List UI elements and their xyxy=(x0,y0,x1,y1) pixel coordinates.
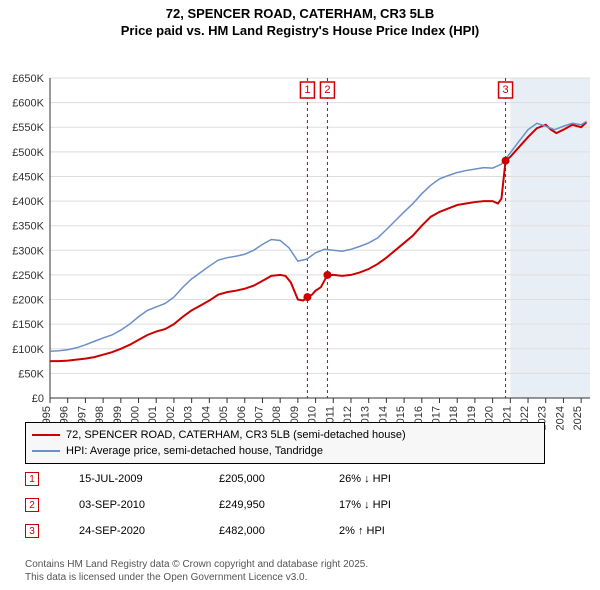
svg-text:£0: £0 xyxy=(32,393,44,405)
svg-text:£100K: £100K xyxy=(12,344,44,356)
svg-text:£50K: £50K xyxy=(18,368,44,380)
chart-svg: £0 £50K £100K £150K £200K £250K £300K £350K £400… xyxy=(0,38,600,448)
legend-item: 72, SPENCER ROAD, CATERHAM, CR3 5LB (sem… xyxy=(32,427,538,443)
chart-area: £0 £50K £100K £150K £200K £250K £300K £350K £400… xyxy=(0,38,600,408)
event-badge: 3 xyxy=(25,524,39,538)
legend-label: 72, SPENCER ROAD, CATERHAM, CR3 5LB (sem… xyxy=(66,429,406,441)
svg-text:1: 1 xyxy=(304,84,310,96)
footer-line1: Contains HM Land Registry data © Crown c… xyxy=(25,559,368,572)
event-diff: 26% ↓ HPI xyxy=(339,473,459,485)
legend-label: HPI: Average price, semi-detached house,… xyxy=(66,445,323,457)
svg-text:2: 2 xyxy=(324,84,330,96)
svg-text:£150K: £150K xyxy=(12,319,44,331)
event-badge: 2 xyxy=(25,498,39,512)
event-row: 2 03-SEP-2010£249,95017% ↓ HPI xyxy=(25,492,545,518)
legend-item: HPI: Average price, semi-detached house,… xyxy=(32,443,538,459)
svg-text:£500K: £500K xyxy=(12,147,44,159)
footer-attribution: Contains HM Land Registry data © Crown c… xyxy=(25,559,368,584)
event-row: 1 15-JUL-2009£205,00026% ↓ HPI xyxy=(25,466,545,492)
chart-title-block: 72, SPENCER ROAD, CATERHAM, CR3 5LB Pric… xyxy=(0,0,600,38)
svg-text:£350K: £350K xyxy=(12,221,44,233)
title-line1: 72, SPENCER ROAD, CATERHAM, CR3 5LB xyxy=(0,6,600,21)
event-date: 03-SEP-2010 xyxy=(79,499,219,511)
svg-text:£200K: £200K xyxy=(12,295,44,307)
events-table: 1 15-JUL-2009£205,00026% ↓ HPI 2 03-SEP-201… xyxy=(25,466,545,544)
event-date: 24-SEP-2020 xyxy=(79,525,219,537)
event-badge: 1 xyxy=(25,472,39,486)
svg-text:£250K: £250K xyxy=(12,270,44,282)
svg-text:2025: 2025 xyxy=(572,406,584,430)
event-diff: 2% ↑ HPI xyxy=(339,525,459,537)
event-date: 15-JUL-2009 xyxy=(79,473,219,485)
svg-text:3: 3 xyxy=(502,84,508,96)
svg-text:£650K: £650K xyxy=(12,73,44,85)
svg-text:£450K: £450K xyxy=(12,171,44,183)
title-line2: Price paid vs. HM Land Registry's House … xyxy=(0,23,600,38)
legend: 72, SPENCER ROAD, CATERHAM, CR3 5LB (sem… xyxy=(25,422,545,464)
event-row: 3 24-SEP-2020£482,0002% ↑ HPI xyxy=(25,518,545,544)
legend-swatch xyxy=(32,434,60,436)
svg-text:£600K: £600K xyxy=(12,98,44,110)
event-price: £249,950 xyxy=(219,499,339,511)
footer-line2: This data is licensed under the Open Gov… xyxy=(25,572,368,585)
legend-swatch xyxy=(32,450,60,452)
svg-text:2024: 2024 xyxy=(554,406,566,430)
event-price: £482,000 xyxy=(219,525,339,537)
event-price: £205,000 xyxy=(219,473,339,485)
event-diff: 17% ↓ HPI xyxy=(339,499,459,511)
svg-text:£550K: £550K xyxy=(12,122,44,134)
svg-text:£300K: £300K xyxy=(12,245,44,257)
svg-text:£400K: £400K xyxy=(12,196,44,208)
